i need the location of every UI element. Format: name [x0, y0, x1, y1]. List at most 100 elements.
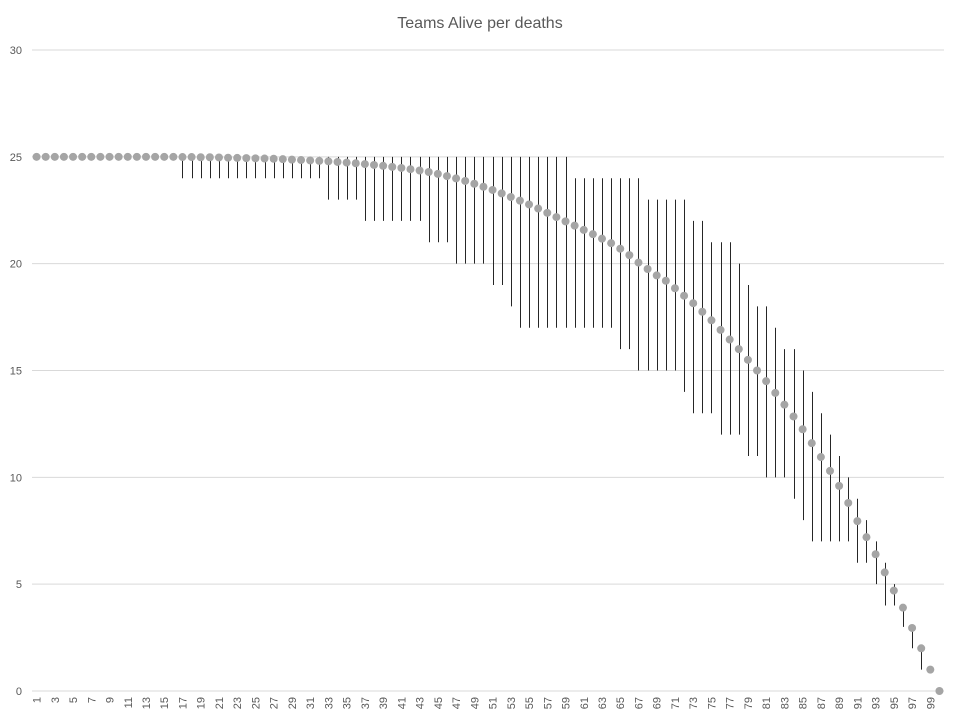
data-point [105, 152, 114, 161]
data-point [762, 377, 771, 386]
data-point [807, 439, 816, 448]
data-point [214, 153, 223, 162]
data-point [570, 221, 579, 230]
x-tick-label: 91 [852, 697, 864, 709]
x-tick-label: 51 [488, 697, 500, 709]
x-tick-label: 29 [287, 697, 299, 709]
x-tick-label: 11 [123, 697, 135, 708]
x-tick-label: 89 [834, 697, 846, 709]
data-point [169, 152, 178, 161]
y-tick-label: 0 [16, 686, 22, 698]
x-tick-label: 45 [433, 697, 445, 709]
data-point [342, 158, 351, 167]
data-point [780, 400, 789, 409]
data-point [698, 307, 707, 316]
data-point [78, 152, 87, 161]
x-tick-label: 49 [469, 697, 481, 709]
data-point [771, 388, 780, 397]
x-tick-label: 93 [871, 697, 883, 709]
data-point [415, 166, 424, 175]
data-point [297, 156, 306, 165]
data-point [935, 687, 944, 695]
data-point [515, 196, 524, 205]
data-point [743, 355, 752, 364]
x-tick-label: 63 [597, 697, 609, 709]
x-tick-label: 17 [177, 697, 189, 709]
data-point [360, 160, 369, 169]
data-point [379, 161, 388, 170]
data-point [853, 517, 862, 526]
data-point [525, 200, 534, 209]
data-point [59, 152, 68, 161]
data-point [616, 244, 625, 253]
gridlines [32, 49, 944, 692]
x-tick-label: 33 [323, 697, 335, 709]
x-tick-label: 81 [761, 697, 773, 709]
x-tick-label: 65 [615, 697, 627, 709]
x-tick-label: 57 [542, 697, 554, 709]
data-point [753, 366, 762, 375]
data-point [643, 265, 652, 274]
data-point [926, 665, 935, 674]
data-point [789, 412, 798, 421]
x-tick-label: 1 [32, 697, 44, 703]
x-tick-label: 41 [396, 697, 408, 709]
x-tick-label: 59 [561, 697, 573, 709]
x-tick-label: 77 [725, 697, 737, 709]
x-tick-label: 95 [889, 697, 901, 709]
data-point [561, 217, 570, 226]
data-point [734, 345, 743, 354]
data-point [607, 239, 616, 248]
x-tick-label: 21 [214, 697, 226, 709]
x-tick-label: 47 [451, 697, 463, 709]
data-point [543, 208, 552, 217]
data-point [114, 152, 123, 161]
data-point [826, 466, 834, 475]
data-point [269, 154, 278, 163]
data-point [634, 258, 643, 267]
x-tick-label: 61 [579, 697, 591, 709]
data-point [41, 152, 50, 161]
y-tick-label: 25 [10, 152, 22, 164]
data-point [889, 586, 898, 595]
data-point [461, 176, 470, 185]
data-point [898, 603, 907, 612]
data-point [333, 157, 342, 166]
data-point [69, 152, 78, 161]
x-tick-label: 73 [688, 697, 700, 709]
y-tick-label: 5 [16, 579, 22, 591]
data-point [260, 154, 269, 163]
data-point [123, 152, 132, 161]
x-tick-label: 85 [798, 697, 810, 709]
data-point [205, 153, 214, 162]
data-point [388, 162, 397, 171]
data-point [160, 152, 169, 161]
y-axis-ticks: 0 5 10 15 20 25 30 [10, 45, 22, 698]
data-point [652, 271, 661, 280]
data-point [187, 153, 196, 162]
x-tick-label: 79 [743, 697, 755, 709]
data-point [862, 533, 871, 542]
data-point [442, 172, 451, 181]
data-point [397, 163, 406, 172]
x-tick-label: 27 [269, 697, 281, 709]
data-point [844, 498, 853, 507]
x-tick-label: 67 [633, 697, 645, 709]
data-point [306, 156, 315, 165]
x-tick-label: 19 [196, 697, 208, 709]
data-point [151, 152, 160, 161]
x-tick-label: 7 [86, 697, 98, 703]
data-point [725, 335, 734, 344]
x-tick-label: 69 [652, 697, 664, 709]
data-point [96, 152, 105, 161]
x-tick-label: 37 [360, 697, 372, 709]
x-tick-label: 25 [250, 697, 262, 709]
data-point [233, 153, 242, 162]
data-point [178, 153, 187, 162]
x-tick-label: 97 [907, 697, 919, 709]
data-point [278, 155, 287, 164]
data-point [315, 156, 324, 165]
data-point [552, 213, 561, 222]
data-point [370, 160, 378, 169]
x-tick-label: 35 [342, 697, 354, 709]
